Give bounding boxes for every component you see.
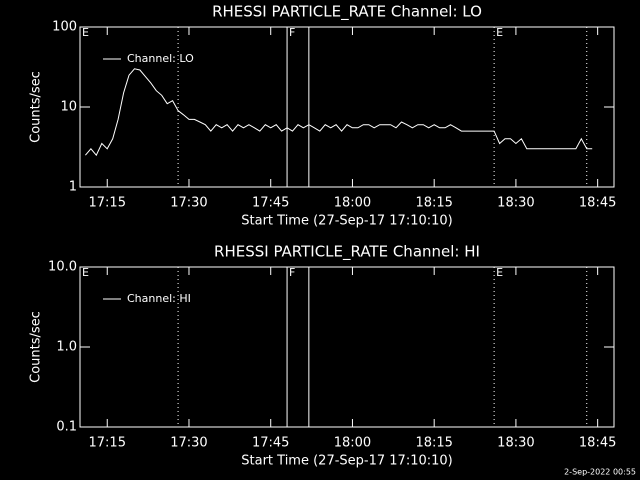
chart-title: RHESSI PARTICLE_RATE Channel: HI <box>214 243 480 262</box>
x-tick-label: 18:45 <box>579 436 616 451</box>
annotation: E <box>82 26 89 39</box>
data-line <box>85 68 593 157</box>
footer: 2-Sep-2022 00:55 <box>564 468 636 477</box>
x-axis-label: Start Time (27-Sep-17 17:10:10) <box>241 214 452 229</box>
x-tick-label: 18:00 <box>334 436 371 451</box>
x-tick-label: 17:30 <box>170 196 207 211</box>
annotation: F <box>289 26 295 39</box>
y-tick-label: 0.1 <box>56 420 77 435</box>
y-tick-label: 1 <box>69 180 77 195</box>
x-axis-label: Start Time (27-Sep-17 17:10:10) <box>241 454 452 469</box>
x-tick-label: 18:00 <box>334 196 371 211</box>
y-tick-label: 1.0 <box>56 340 77 355</box>
x-tick-label: 18:30 <box>497 196 534 211</box>
x-tick-label: 17:15 <box>89 196 126 211</box>
x-tick-label: 17:45 <box>252 196 289 211</box>
annotation: E <box>496 26 503 39</box>
x-tick-label: 17:30 <box>170 436 207 451</box>
y-axis-label: Counts/sec <box>29 71 44 143</box>
legend-label: Channel: HI <box>127 292 191 305</box>
x-tick-label: 18:30 <box>497 436 534 451</box>
annotation: E <box>496 266 503 279</box>
y-tick-label: 10.0 <box>48 260 77 275</box>
annotation: E <box>82 266 89 279</box>
x-tick-label: 18:15 <box>415 436 452 451</box>
legend-label: Channel: LO <box>127 52 194 65</box>
y-tick-label: 100 <box>52 20 77 35</box>
annotation: F <box>289 266 295 279</box>
x-tick-label: 17:45 <box>252 436 289 451</box>
y-axis-label: Counts/sec <box>29 311 44 383</box>
x-tick-label: 18:15 <box>415 196 452 211</box>
chart-title: RHESSI PARTICLE_RATE Channel: LO <box>212 3 482 22</box>
y-tick-label: 10 <box>60 100 77 115</box>
x-tick-label: 18:45 <box>579 196 616 211</box>
x-tick-label: 17:15 <box>89 436 126 451</box>
